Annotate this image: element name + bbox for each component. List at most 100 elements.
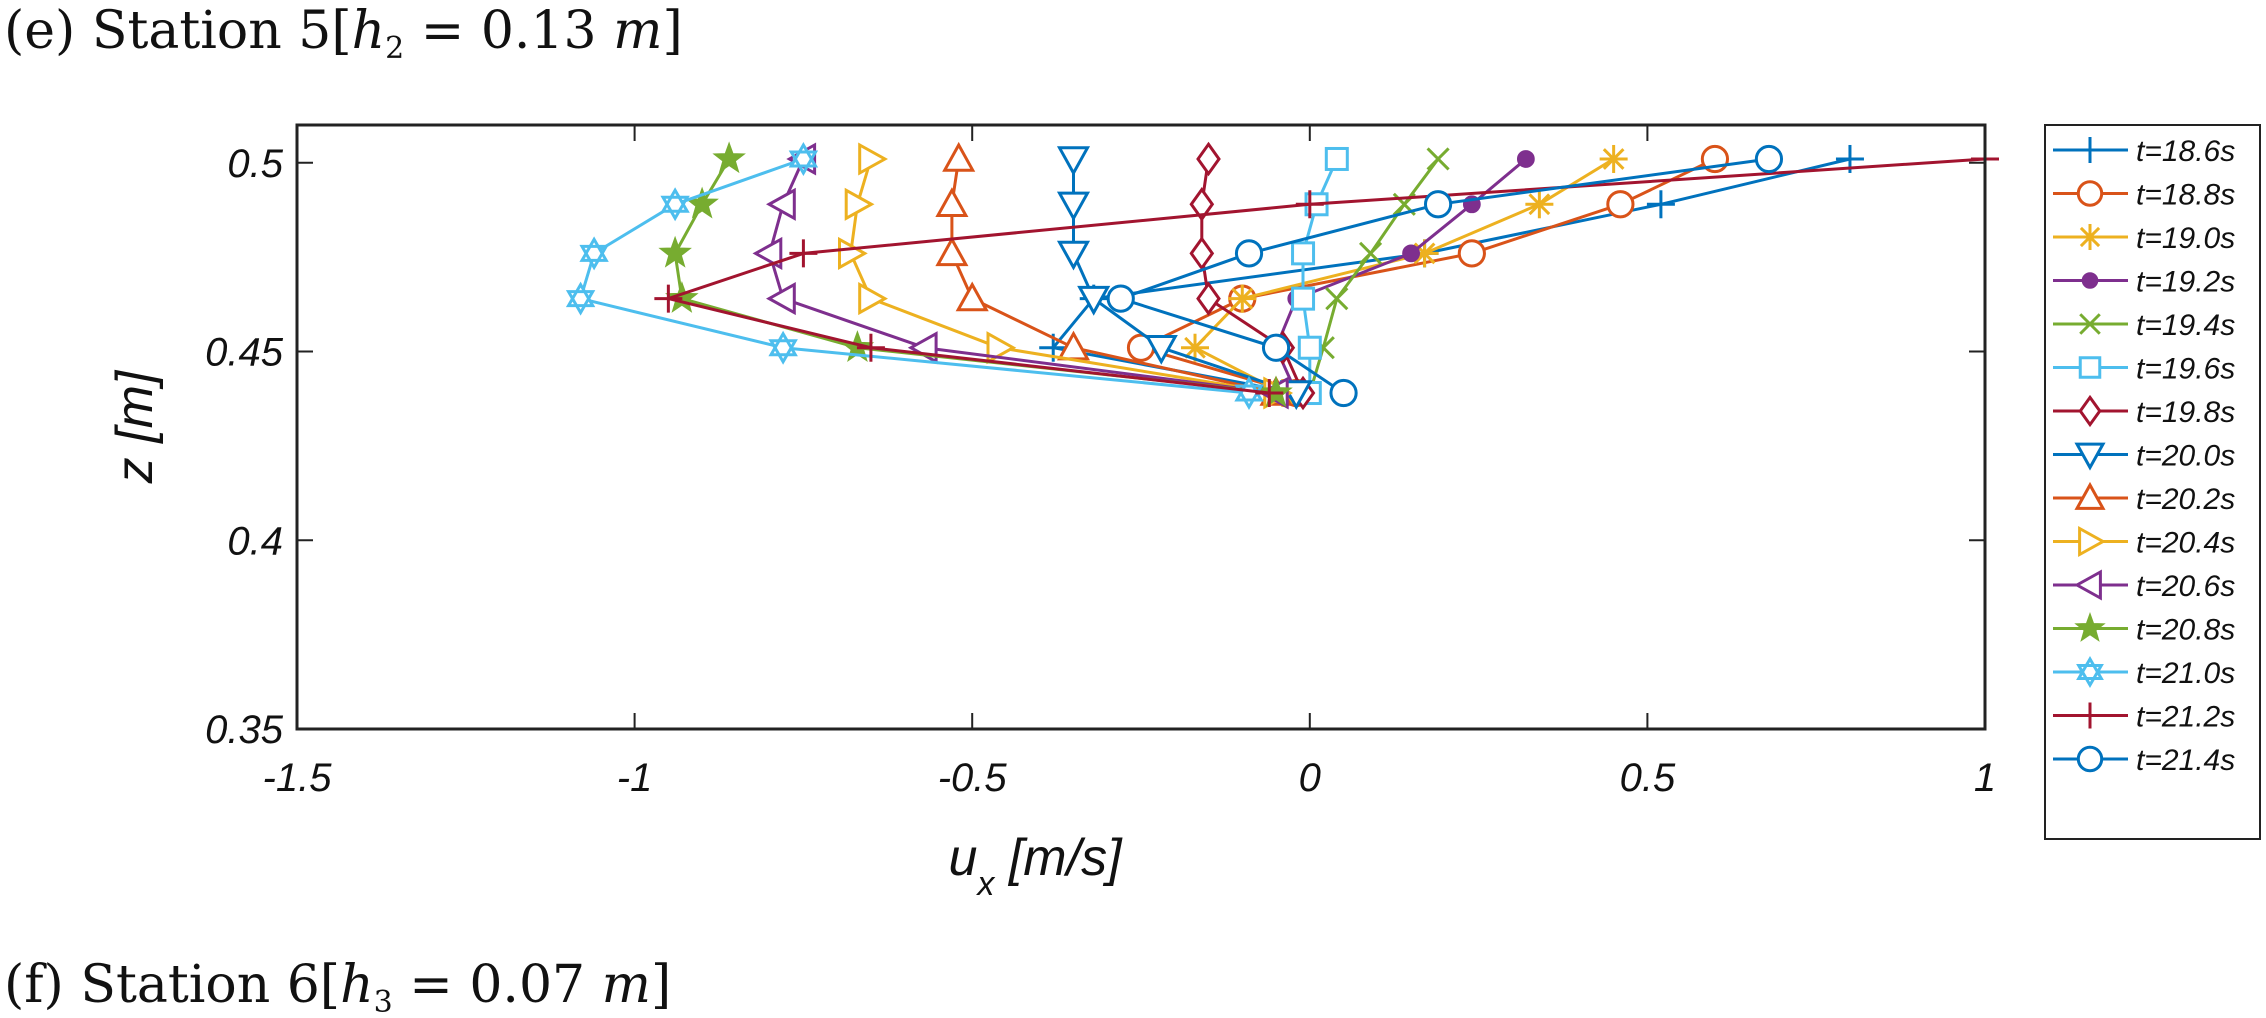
x-axis-label-main: u [948,829,977,887]
data-point [1077,285,1111,316]
data-point [1324,146,1349,171]
data-point [858,282,888,316]
data-point [789,239,818,268]
data-point [1056,191,1091,222]
caption-top-eq: = 0.13 [404,1,613,61]
data-point [2076,180,2104,207]
legend-label: t=21.4s [2136,744,2235,777]
data-point [935,236,969,267]
data-point [1457,239,1486,268]
data-point [986,331,1017,365]
data-point [955,281,989,312]
data-point [844,187,875,221]
legend-label: t=19.0s [2136,222,2235,255]
legend-item: t=20.2s [2053,481,2235,516]
caption-bottom-suffix: ] [651,955,671,1015]
data-point [1181,333,1210,362]
data-point [935,187,969,217]
x-tick-label: 0.5 [1620,756,1676,800]
legend-item: t=20.0s [2053,440,2235,473]
legend-label: t=20.4s [2136,527,2235,560]
series-t=21.4s [1106,144,1784,408]
legend-item: t=20.4s [2053,525,2235,560]
x-axis-label: ux [m/s] [948,829,1123,903]
legend-item: t=18.6s [2053,135,2235,168]
data-point [1106,284,1135,313]
data-point [2078,356,2102,379]
data-point [1291,241,1316,266]
data-point [1234,239,1264,268]
data-point [579,236,609,271]
legend: t=18.6s t=18.8s t=19.0s t=19.2s t=19.4s t=19.… [2044,124,2261,840]
caption-bottom: (f) Station 6[h3 = 0.07 m] [4,955,671,1018]
legend-item: t=18.8s [2053,179,2235,212]
data-point [1329,378,1358,408]
series-line [1193,157,1615,395]
data-point [1196,281,1221,316]
legend-label: t=19.4s [2136,309,2235,342]
data-point [1255,379,1284,408]
legend-item: t=19.0s [2053,222,2235,255]
data-point [1291,286,1316,311]
series-line [1051,157,1851,395]
data-point [660,187,690,222]
tick-labels: -1.5 -1 -0.5 0 0.5 1 0.35 0.4 0.45 0.5 [205,142,1996,800]
legend-item: t=21.2s [2053,701,2235,734]
legend-item: t=20.6s [2053,569,2235,603]
legend-label: t=19.6s [2136,353,2235,386]
legend-item: t=21.4s [2053,744,2235,777]
data-point [712,141,746,174]
legend-item: t=19.2s [2053,266,2235,299]
legend-items: t=18.6s t=18.8s t=19.0s t=19.2s t=19.4s t=19.… [2053,135,2235,777]
data-point [2079,313,2101,335]
data-point [838,236,868,270]
y-tick-label: 0.45 [205,331,284,375]
series-t=21.0s [565,141,1264,410]
data-point [788,141,819,177]
legend-label: t=20.8s [2136,614,2235,647]
data-point [1056,146,1091,177]
data-point [2077,137,2103,163]
caption-top-suffix: ] [662,1,682,61]
data-point [1297,335,1322,360]
legend-label: t=20.0s [2136,440,2235,473]
data-point [1754,144,1784,174]
y-tick-label: 0.35 [205,708,284,752]
data-point [1295,190,1324,219]
data-point [2078,525,2107,558]
data-point [1189,236,1215,271]
data-point [2074,611,2106,642]
caption-top: (e) Station 5[h2 = 0.13 m] [4,1,683,66]
series-layer [565,141,1999,411]
caption-top-prefix: (e) Station 5[ [4,1,352,61]
data-point [2073,569,2102,601]
series-line [666,157,1986,395]
legend-label: t=20.6s [2136,570,2235,603]
legend-label: t=18.6s [2136,135,2235,168]
legend-item: t=19.6s [2053,353,2235,386]
data-point [1056,240,1091,271]
data-point [1325,287,1349,311]
plot-frame [295,123,1987,731]
data-point [1599,144,1628,173]
x-axis-label-unit: [m/s] [994,829,1123,887]
caption-bottom-eq: = 0.07 [393,955,602,1015]
data-point [1423,190,1453,219]
data-point [1525,190,1554,219]
data-point [2081,272,2099,289]
series-t=19.6s [1291,146,1349,406]
legend-item: t=20.8s [2053,611,2235,647]
series-t=19.0s [1181,144,1628,408]
data-point [2078,394,2102,428]
data-point [1646,190,1675,219]
data-point [1606,190,1635,219]
legend-box [2044,124,2261,840]
data-point [856,333,885,362]
caption-bottom-unit: m [602,955,651,1015]
series-line [579,157,1250,395]
x-tick-label: 0 [1299,756,1321,800]
x-tick-label: 1 [1974,756,1996,800]
data-point [2077,224,2103,250]
data-point [654,284,683,313]
legend-label: t=18.8s [2136,179,2235,212]
